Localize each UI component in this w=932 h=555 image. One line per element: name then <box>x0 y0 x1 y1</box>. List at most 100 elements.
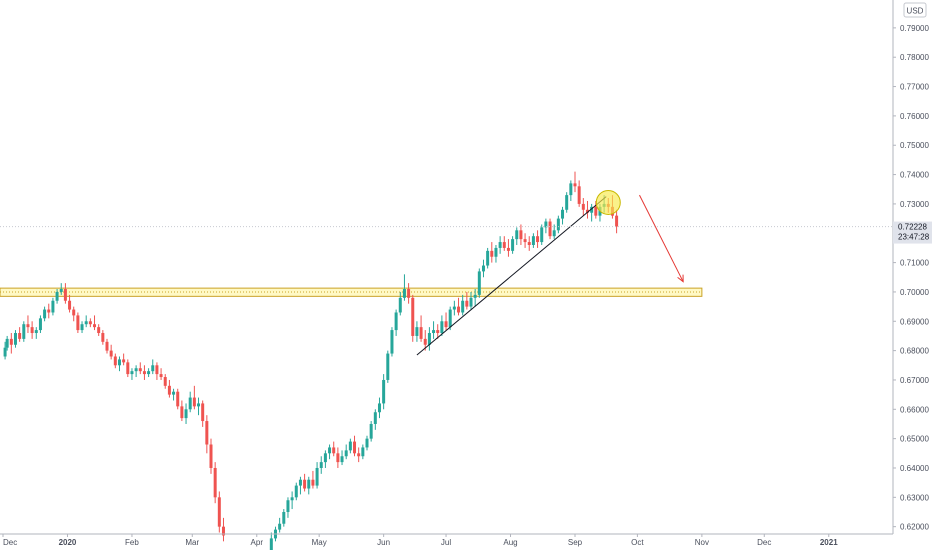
candle <box>519 224 523 245</box>
candle-body <box>556 218 560 231</box>
candle-body <box>197 403 201 407</box>
candle-body <box>615 215 619 227</box>
price-tick-label: 0.77000 <box>900 83 929 92</box>
candle-body <box>511 239 515 251</box>
candle <box>22 321 26 342</box>
trendline <box>416 196 607 356</box>
candle <box>282 509 286 527</box>
candle-body <box>502 242 506 248</box>
candle <box>286 497 290 518</box>
candle-body <box>357 453 361 457</box>
candle <box>34 327 38 339</box>
candle <box>303 473 307 492</box>
candle-body <box>147 371 151 375</box>
candle <box>5 335 9 351</box>
candle <box>38 315 42 334</box>
candle-body <box>184 409 188 419</box>
candle-body <box>59 289 63 292</box>
candle <box>205 415 209 454</box>
candle <box>344 444 348 460</box>
candle <box>527 236 531 251</box>
candle-body <box>167 385 171 395</box>
candle <box>440 315 444 336</box>
candle <box>122 353 126 366</box>
candle-body <box>457 306 461 313</box>
candle <box>323 450 327 468</box>
candle <box>269 532 273 555</box>
candle <box>585 200 589 219</box>
time-tick-label: Oct <box>631 538 644 547</box>
candle <box>569 180 573 201</box>
price-tick-label: 0.74000 <box>900 171 929 180</box>
candle <box>415 321 419 342</box>
candle-body <box>573 183 577 187</box>
candle-body <box>217 497 221 527</box>
time-tick-label: Jun <box>377 538 390 547</box>
candle <box>382 374 386 410</box>
candle-body <box>13 333 17 345</box>
candle-body <box>286 500 290 512</box>
candle-body <box>328 447 332 454</box>
candle-body <box>465 300 469 307</box>
candle-body <box>80 324 84 331</box>
support-zone-box <box>0 287 703 297</box>
candle <box>315 462 319 489</box>
candle <box>63 283 67 304</box>
candle <box>311 470 315 489</box>
candle-body <box>3 347 7 357</box>
candle <box>159 368 163 380</box>
candle <box>319 456 323 474</box>
candle-body <box>486 250 490 266</box>
candle <box>490 242 494 263</box>
price-tick-label: 0.64000 <box>900 464 929 473</box>
candle-body <box>138 368 142 372</box>
candle <box>201 400 205 427</box>
price-tick-label: 0.76000 <box>900 112 929 121</box>
candle <box>548 218 552 240</box>
candle-body <box>97 327 101 334</box>
candle-body <box>163 377 167 386</box>
candle-body <box>585 209 589 213</box>
candle <box>126 359 130 378</box>
candle <box>184 403 188 424</box>
candle <box>565 192 569 213</box>
candle-body <box>205 421 209 445</box>
candle <box>117 356 121 372</box>
candle <box>411 294 415 342</box>
last-price-marker: 0.72228 23:47:28 <box>0 221 932 244</box>
candle <box>209 438 213 474</box>
candle <box>407 283 411 304</box>
candle <box>155 362 159 380</box>
candle-body <box>172 391 176 395</box>
candle-body <box>452 306 456 310</box>
candle-body <box>577 186 581 204</box>
candle <box>498 236 502 254</box>
candle-body <box>5 338 9 348</box>
candle-body <box>130 371 134 375</box>
candle-body <box>93 324 97 328</box>
time-tick-label: 2021 <box>820 538 838 547</box>
candle-body <box>176 391 180 407</box>
candle-body <box>490 250 494 257</box>
currency-badge[interactable] <box>903 2 927 18</box>
candles-layer <box>3 171 619 555</box>
candle <box>294 482 298 501</box>
candle-body <box>159 374 163 378</box>
candle <box>43 306 47 322</box>
candle <box>142 365 146 380</box>
candle-body <box>180 406 184 419</box>
candle <box>180 400 184 422</box>
candle-body <box>101 333 105 342</box>
candle <box>278 517 282 533</box>
candle <box>80 321 84 334</box>
candle-body <box>561 209 565 219</box>
candle-body <box>365 438 369 448</box>
candle-body <box>323 453 327 463</box>
candle <box>502 236 506 251</box>
candle-body <box>88 321 92 325</box>
candle-body <box>38 318 42 331</box>
candle <box>59 283 63 295</box>
candle <box>373 409 377 430</box>
